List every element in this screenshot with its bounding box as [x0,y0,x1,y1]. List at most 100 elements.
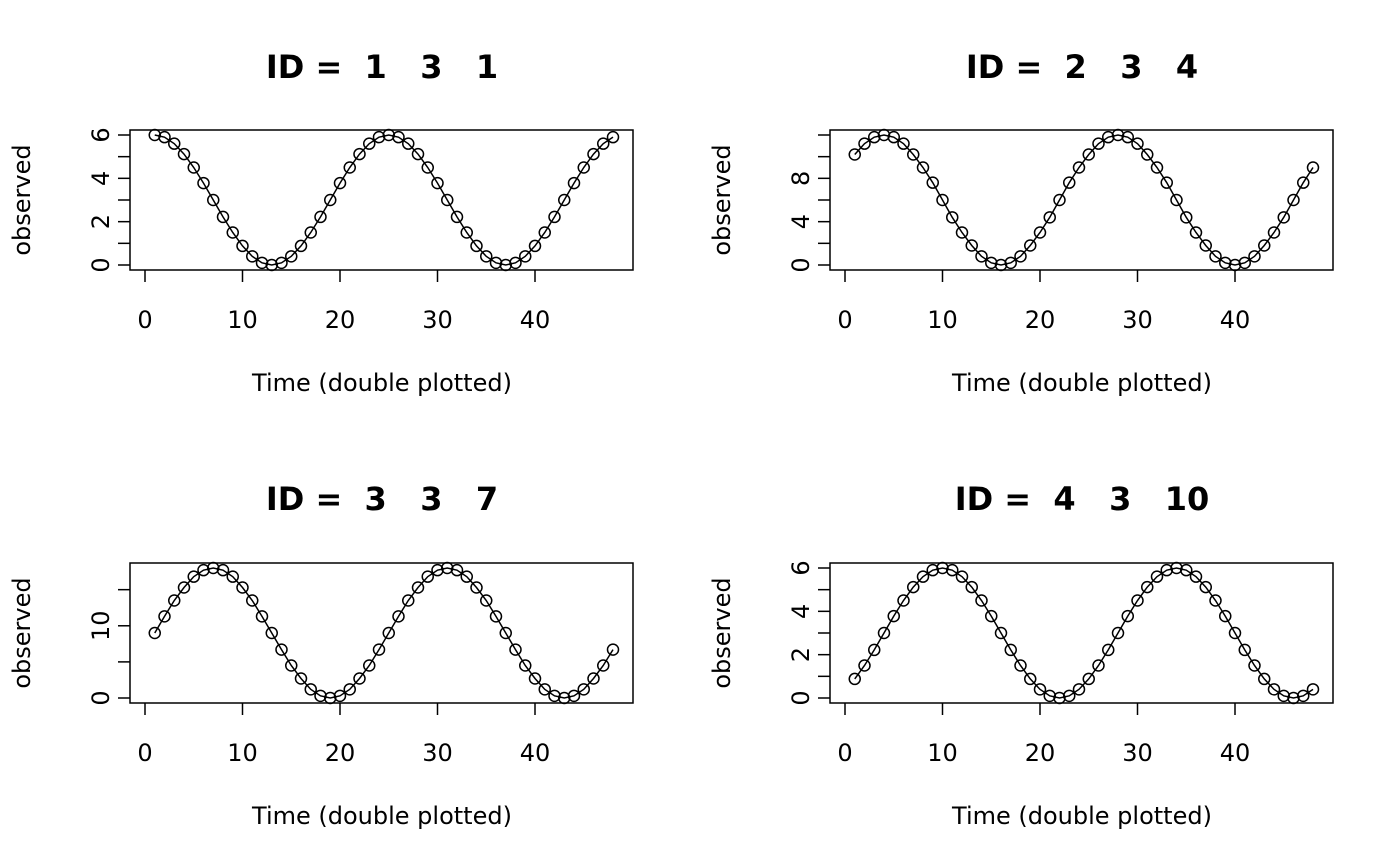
panel-3-series-line [154,567,614,699]
panel-1-y-axis-label: observed [8,144,36,255]
panel-2-title: ID = 2 3 4 [966,48,1198,86]
panel-1-data-point [577,161,590,174]
panel-4-data-point [887,609,900,623]
panel-2-marks: 0 10 20 30 40 0 4 8 [787,128,1320,334]
panel-1-data-point [480,250,493,263]
panel-2-data-point [1131,137,1144,150]
panel-1-data-point [538,226,551,239]
panel-1-data-point [470,239,483,253]
panel-4-data-point [877,626,891,640]
panel-1-plot-frame [129,129,634,271]
panel-3-marks: 0 10 20 30 40 0 10 [87,561,620,767]
panel-3-data-point [294,672,308,685]
panel-3-data-point [372,643,386,656]
panel-2-data-point [926,176,939,189]
panel-3-data-point [275,643,288,656]
panel-2-x-tick-label: 40 [1220,306,1251,334]
panel-2-x-tick-label: 10 [927,306,958,334]
panel-3-data-point [460,570,473,583]
panel-1-y-tick-label: 4 [87,171,115,186]
panel-2-data-point [975,250,988,263]
panel-1-series-line [154,134,614,266]
panel-1-data-point [333,176,347,190]
panel-1-y-tick-label: 2 [87,214,115,229]
panel-2-data-point [1306,161,1320,174]
panel-4-data-point [1248,659,1261,672]
panel-3-data-point [519,659,532,672]
panel-1: ID = 1 3 1 Time (double plotted) observe… [8,48,634,397]
panel-3-data-point [255,610,269,623]
panel-2-y-axis-label: observed [708,144,736,255]
panel-1-data-point [314,210,327,224]
panel-1-data-point [177,147,191,161]
panel-3-data-point [158,610,171,623]
panel-2-data-point [1043,211,1056,224]
panel-1-data-point [431,176,444,190]
panel-4-data-point [858,659,871,672]
panel-2-data-point [1141,148,1154,161]
panel-3-data-point [304,683,317,696]
panel-2-data-point [907,148,920,161]
panel-4-x-axis-label: Time (double plotted) [951,802,1212,830]
panel-3-data-point [236,581,249,594]
panel-4-data-point [1267,683,1281,696]
panel-4-data-point [1131,594,1144,607]
panel-1-title: ID = 1 3 1 [266,48,498,86]
panel-4-x-tick-label: 10 [927,739,958,767]
panel-3-x-tick-label: 20 [325,739,356,767]
panel-1-data-point [587,147,600,161]
panel-4: ID = 4 3 10 Time (double plotted) observ… [708,480,1334,830]
panel-2-data-point [1267,226,1281,239]
panel-1-x-tick-label: 20 [325,306,356,334]
panel-3-data-point [470,581,483,594]
panel-1-data-point [441,193,454,207]
panel-2-y-tick-label: 8 [787,171,815,186]
panel-4-y-tick-label: 6 [787,560,815,575]
panel-4-data-point [1238,643,1251,657]
panel-2-data-point [1082,148,1095,161]
panel-2-data-point [1033,226,1047,239]
panel-4-data-point [1082,672,1095,686]
panel-1-data-point [285,250,298,263]
panel-3-data-point [421,570,434,583]
panel-4-data-point [1102,643,1115,657]
panel-4-data-point [1297,689,1310,703]
panel-1-data-point [411,147,425,161]
panel-3-data-point [246,594,259,607]
panel-3-data-point [285,659,298,672]
panel-4-y-axis-label: observed [708,577,736,688]
panel-4-data-point [1306,683,1320,696]
panel-4-y-tick-label: 2 [787,647,815,662]
panel-4-data-point [868,643,881,657]
panel-3-data-point [168,594,181,607]
panel-1-data-point [363,137,376,150]
panel-2-data-point [1092,137,1105,150]
panel-1-marks: 0 10 20 30 40 0 2 4 6 [87,127,620,334]
panel-2-data-point [1180,211,1193,224]
panel-4-data-point [994,626,1008,640]
panel-4-marks: 0 10 20 30 40 0 2 4 6 [787,560,1320,767]
panel-1-x-tick-label: 40 [520,306,551,334]
panel-1-data-point [343,161,356,174]
panel-4-x-tick-label: 40 [1220,739,1251,767]
panel-3-data-point [509,643,522,656]
panel-3-data-point [480,594,493,607]
panel-2-data-point [1160,176,1173,189]
panel-2-data-point [1189,226,1203,239]
panel-2-data-point [897,137,910,150]
panel-1-data-point [509,256,522,270]
panel-4-data-point [975,594,988,607]
panel-3-data-point [402,594,415,607]
panel-3-data-point [353,672,366,685]
panel-1-data-point [460,226,473,239]
panel-4-data-point [897,594,910,607]
panel-3-data-point [528,672,542,685]
panel-3-data-point [567,689,581,703]
panel-2-data-point [858,137,871,150]
panel-1-data-point [304,226,317,239]
panel-4-data-point [946,563,959,577]
panel-1-data-point [548,210,561,224]
panel-2-x-axis-label: Time (double plotted) [951,369,1212,397]
panel-4-x-tick-label: 30 [1122,739,1153,767]
